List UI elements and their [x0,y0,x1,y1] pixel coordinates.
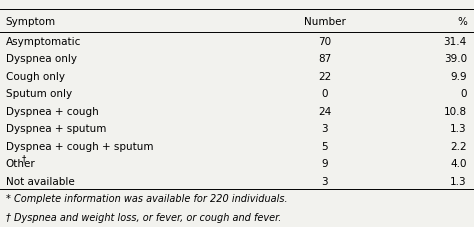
Text: 24: 24 [318,106,331,116]
Text: Dyspnea only: Dyspnea only [6,54,77,64]
Text: Other: Other [6,158,36,168]
Text: Dyspnea + cough: Dyspnea + cough [6,106,99,116]
Text: Dyspnea + sputum: Dyspnea + sputum [6,124,106,134]
Text: Not available: Not available [6,176,74,186]
Text: 9: 9 [321,158,328,168]
Text: Asymptomatic: Asymptomatic [6,37,81,47]
Text: 31.4: 31.4 [444,37,467,47]
Text: 70: 70 [318,37,331,47]
Text: 5: 5 [321,141,328,151]
Text: 0: 0 [321,89,328,99]
Text: 10.8: 10.8 [444,106,467,116]
Text: Dyspnea + cough + sputum: Dyspnea + cough + sputum [6,141,153,151]
Text: Number: Number [304,17,346,27]
Text: Cough only: Cough only [6,72,64,81]
Text: 9.9: 9.9 [450,72,467,81]
Text: 2.2: 2.2 [450,141,467,151]
Text: † Dyspnea and weight loss, or fever, or cough and fever.: † Dyspnea and weight loss, or fever, or … [6,212,281,222]
Text: 22: 22 [318,72,331,81]
Text: Sputum only: Sputum only [6,89,72,99]
Text: 1.3: 1.3 [450,176,467,186]
Text: Other: Other [6,158,36,168]
Text: 39.0: 39.0 [444,54,467,64]
Text: * Complete information was available for 220 individuals.: * Complete information was available for… [6,193,287,203]
Text: %: % [457,17,467,27]
Text: 87: 87 [318,54,331,64]
Text: 0: 0 [460,89,467,99]
Text: 3: 3 [321,124,328,134]
Text: 4.0: 4.0 [450,158,467,168]
Text: 3: 3 [321,176,328,186]
Text: Symptom: Symptom [6,17,56,27]
Text: †: † [22,153,26,162]
Text: 1.3: 1.3 [450,124,467,134]
